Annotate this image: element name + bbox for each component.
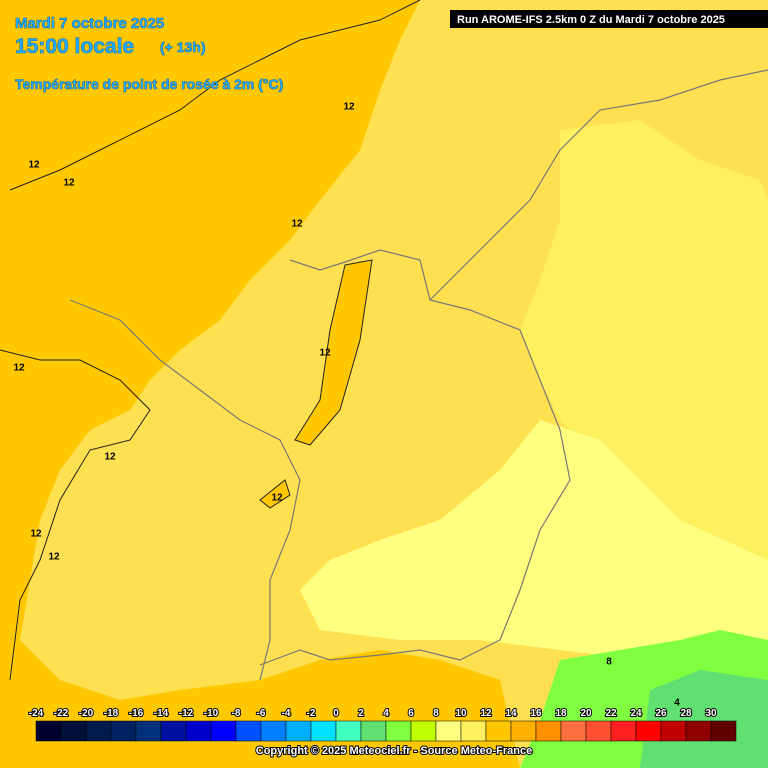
legend-swatch <box>560 720 587 742</box>
legend-label: 24 <box>630 708 642 719</box>
legend-label: -2 <box>307 708 316 719</box>
legend-label: -10 <box>204 708 219 719</box>
contour-label: 12 <box>63 178 75 189</box>
country-border <box>69 299 301 681</box>
run-info: Run AROME-IFS 2.5km 0 Z du Mardi 7 octob… <box>457 14 725 26</box>
legend-label: 4 <box>383 708 389 719</box>
legend-swatch <box>335 720 362 742</box>
legend-swatch <box>210 720 237 742</box>
legend-swatch <box>60 720 87 742</box>
legend-label: 20 <box>580 708 592 719</box>
legend-label: 22 <box>605 708 617 719</box>
legend-swatch <box>460 720 487 742</box>
legend-swatch <box>285 720 312 742</box>
legend-label: 18 <box>555 708 567 719</box>
legend-label: 16 <box>530 708 542 719</box>
legend-swatch <box>310 720 337 742</box>
legend-label: 12 <box>480 708 492 719</box>
legend-swatch <box>510 720 537 742</box>
legend-swatch <box>135 720 162 742</box>
legend-swatch <box>610 720 637 742</box>
zone-above-12 <box>259 479 291 509</box>
legend-swatch <box>360 720 387 742</box>
isoline <box>9 0 421 191</box>
contour-label: 12 <box>319 348 331 359</box>
country-border <box>259 249 571 666</box>
legend-label: 2 <box>358 708 364 719</box>
legend-swatch <box>385 720 412 742</box>
legend-swatch <box>710 720 737 742</box>
legend-label: -24 <box>29 708 44 719</box>
contour-label: 4 <box>674 698 680 709</box>
run-banner <box>450 10 768 28</box>
legend-label: 26 <box>655 708 667 719</box>
zone-8-10 <box>300 420 768 660</box>
legend-label: -6 <box>257 708 266 719</box>
lead-time: (+ 13h) <box>160 39 206 55</box>
legend-label: -22 <box>54 708 69 719</box>
legend-label: -18 <box>104 708 119 719</box>
contour-label: 12 <box>104 452 116 463</box>
contour-label: 8 <box>606 657 612 668</box>
legend-label: -4 <box>282 708 291 719</box>
zone-above-12 <box>294 259 373 446</box>
legend-swatch <box>160 720 187 742</box>
parameter: Température de point de rosée à 2m (°C) <box>15 76 283 92</box>
legend-swatch <box>235 720 262 742</box>
legend-swatch <box>535 720 562 742</box>
contour-label: 12 <box>28 160 40 171</box>
contour-label: 12 <box>291 219 303 230</box>
legend-label: 14 <box>505 708 517 719</box>
legend-label: -20 <box>79 708 94 719</box>
date: Mardi 7 octobre 2025 <box>15 15 164 32</box>
legend-label: -16 <box>129 708 144 719</box>
zone-10-12 <box>520 120 768 560</box>
legend-label: -8 <box>232 708 241 719</box>
contour-label: 12 <box>271 493 283 504</box>
legend-label: -12 <box>179 708 194 719</box>
contour-label: 12 <box>48 552 60 563</box>
legend-swatch <box>110 720 137 742</box>
copyright: Copyright © 2025 Meteociel.fr - Source M… <box>256 745 532 757</box>
legend-swatch <box>635 720 662 742</box>
legend-label: 6 <box>408 708 414 719</box>
legend-label: 28 <box>680 708 692 719</box>
legend-swatch <box>660 720 687 742</box>
legend-label: 10 <box>455 708 467 719</box>
legend-swatch <box>85 720 112 742</box>
legend-swatch <box>185 720 212 742</box>
zone-2-4 <box>640 670 768 768</box>
isoline <box>0 349 151 681</box>
legend-swatch <box>685 720 712 742</box>
legend-swatch <box>435 720 462 742</box>
legend-swatch <box>260 720 287 742</box>
contour-label: 12 <box>343 102 355 113</box>
legend-label: 8 <box>433 708 439 719</box>
legend-label: 0 <box>333 708 339 719</box>
legend-label: -14 <box>154 708 169 719</box>
contour-label: 12 <box>30 529 42 540</box>
legend-swatch <box>585 720 612 742</box>
region-border <box>429 69 768 301</box>
legend-swatch <box>485 720 512 742</box>
contour-label: 12 <box>13 363 25 374</box>
legend-swatch <box>35 720 62 742</box>
time: 15:00 locale <box>15 35 134 58</box>
zone-above-12 <box>0 0 420 660</box>
legend-label: 30 <box>705 708 717 719</box>
legend-swatch <box>410 720 437 742</box>
